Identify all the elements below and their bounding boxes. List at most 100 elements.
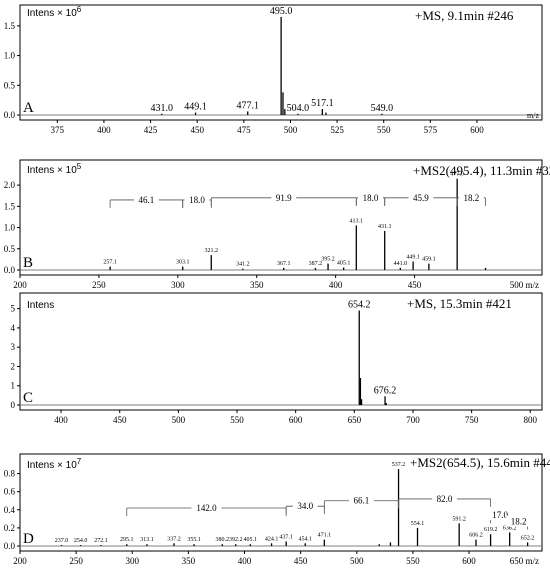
peak-label: 413.1 [350, 218, 364, 224]
x-tick-label: 650 [348, 415, 362, 425]
y-tick-label: 1.5 [4, 21, 16, 31]
x-axis-label: 500 m/z [510, 280, 539, 290]
y-axis-label: Intens × 106 [27, 5, 82, 19]
x-tick-label: 200 [13, 280, 27, 290]
peak-label: 254.0 [74, 538, 88, 544]
loss-label: 46.1 [139, 195, 155, 205]
y-axis-label: Intens [27, 300, 54, 311]
peak-label: 395.2 [321, 257, 335, 263]
loss-label: 66.1 [354, 496, 370, 506]
loss-label: 17.0 [492, 510, 508, 520]
peak-label: 272.1 [94, 538, 108, 544]
peak-label: 591.2 [452, 516, 466, 522]
x-tick-label: 350 [182, 556, 196, 566]
peak-label: 313.1 [140, 537, 154, 543]
peak-label: 341.2 [236, 262, 250, 268]
x-tick-label: 250 [69, 556, 83, 566]
y-tick-label: 0.5 [4, 244, 16, 254]
loss-label: 18.0 [189, 195, 205, 205]
x-tick-label: 475 [237, 125, 251, 135]
y-tick-label: 0.5 [4, 80, 16, 90]
x-tick-label: 450 [294, 556, 308, 566]
y-tick-label: 0.4 [4, 505, 16, 515]
x-tick-label: 550 [406, 556, 420, 566]
peak-label: 477.1 [236, 100, 259, 111]
y-axis-label: Intens × 107 [27, 457, 82, 471]
peak-label: 652.2 [521, 535, 535, 541]
peak-label: 303.1 [176, 260, 190, 266]
peak-label: 619.2 [484, 527, 498, 533]
peak-label: 606.2 [469, 533, 483, 539]
peak-label: 387.2 [309, 261, 323, 267]
x-tick-label: 375 [51, 125, 65, 135]
panel-a: Intens × 106 +MS, 9.1min #246 A 0.0 0.5 1.0 1.… [4, 4, 543, 135]
x-tick-label: 550 [230, 415, 244, 425]
peak-label: 495.0 [270, 6, 293, 17]
panel-label: C [23, 390, 33, 406]
x-tick-label: 350 [250, 280, 264, 290]
peak-label: 471.1 [318, 533, 332, 539]
panel-label: B [23, 255, 33, 271]
plot-frame [19, 159, 543, 276]
y-tick-label: 0.2 [4, 523, 15, 533]
x-tick-label: 750 [465, 415, 479, 425]
x-tick-label: 450 [408, 280, 422, 290]
x-tick-label: 250 [92, 280, 106, 290]
loss-label: 45.9 [413, 193, 429, 203]
x-axis-label: 650 m/z [510, 556, 539, 566]
x-tick-label: 600 [462, 556, 476, 566]
peak-label: 337.2 [167, 536, 181, 542]
loss-label-bg [487, 509, 513, 521]
loss-label: 91.9 [276, 193, 292, 203]
peak-label: 295.1 [120, 537, 134, 543]
x-tick-label: 500 [350, 556, 364, 566]
x-axis-label: m/z [527, 111, 539, 120]
y-tick-label: 1 [11, 381, 16, 391]
x-tick-label: 300 [171, 280, 185, 290]
x-tick-label: 425 [144, 125, 158, 135]
peak-label: 517.1 [311, 98, 334, 109]
loss-label: 34.0 [297, 501, 313, 511]
peak-label: 405.1 [243, 537, 257, 543]
panel-title: +MS2(654.5), 15.6min #447 [410, 455, 550, 470]
peak-label: 237.0 [55, 538, 69, 544]
x-tick-label: 300 [126, 556, 140, 566]
y-tick-label: 0.8 [4, 469, 16, 479]
loss-label-bg [432, 492, 457, 504]
peak-label: 449.1 [184, 102, 207, 113]
y-tick-label: 3 [11, 342, 16, 352]
x-tick-label: 700 [406, 415, 420, 425]
loss-label: 82.0 [437, 494, 453, 504]
peak-label: 321.2 [205, 248, 219, 254]
peak-label: 424.1 [265, 536, 279, 542]
peak-label: 676.2 [374, 385, 397, 396]
peak-label: 449.1 [406, 255, 420, 261]
loss-label: 18.2 [463, 193, 479, 203]
peak-label: 504.0 [287, 103, 310, 114]
x-tick-label: 400 [329, 280, 343, 290]
y-tick-label: 0 [11, 400, 16, 410]
x-tick-label: 200 [13, 556, 27, 566]
peak-label: 431.0 [151, 103, 174, 114]
y-tick-label: 0.0 [4, 541, 16, 551]
y-tick-label: 0.6 [4, 487, 16, 497]
peak-label: 454.1 [298, 536, 312, 542]
peak-label: 554.1 [411, 521, 425, 527]
loss-label: 142.0 [196, 503, 217, 513]
loss-label-bg [358, 191, 383, 203]
peak-label: 459.1 [422, 257, 436, 263]
peak-label: 367.1 [277, 261, 291, 267]
loss-label: 18.0 [363, 193, 379, 203]
x-tick-label: 600 [289, 415, 303, 425]
y-tick-label: 5 [11, 304, 16, 314]
peak-label: 654.2 [348, 300, 371, 311]
panel-label: D [23, 531, 34, 547]
panel-title: +MS, 15.3min #421 [407, 296, 512, 311]
x-tick-label: 450 [113, 415, 127, 425]
y-tick-label: 2.0 [4, 180, 16, 190]
x-tick-label: 500 [284, 125, 298, 135]
y-axis-label: Intens × 105 [27, 162, 82, 176]
x-tick-label: 600 [470, 125, 484, 135]
y-tick-label: 0.0 [4, 265, 16, 275]
